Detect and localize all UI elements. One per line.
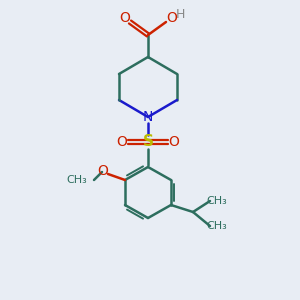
Text: CH₃: CH₃ <box>66 175 87 185</box>
Text: O: O <box>117 135 128 149</box>
Text: O: O <box>167 11 177 25</box>
Text: S: S <box>142 134 154 149</box>
Text: O: O <box>120 11 130 25</box>
Text: O: O <box>98 164 108 178</box>
Text: N: N <box>143 110 153 124</box>
Text: O: O <box>169 135 179 149</box>
Text: CH₃: CH₃ <box>207 221 227 231</box>
Text: H: H <box>175 8 185 20</box>
Text: CH₃: CH₃ <box>207 196 227 206</box>
